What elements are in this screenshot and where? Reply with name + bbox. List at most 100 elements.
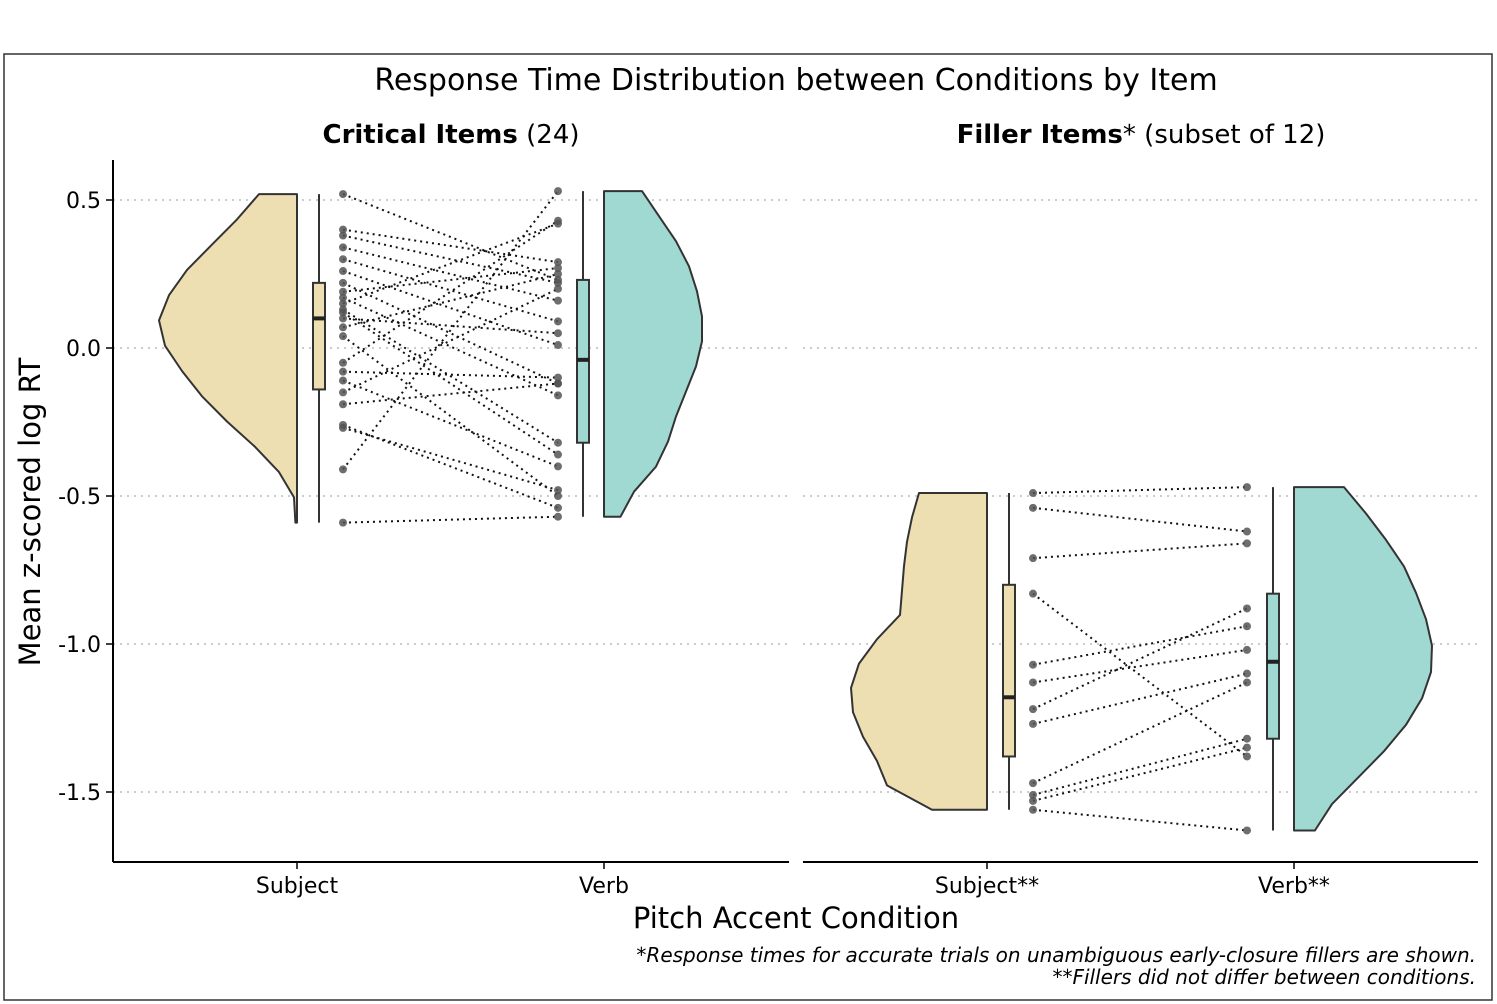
box bbox=[312, 281, 326, 391]
data-point bbox=[339, 293, 347, 302]
strip-filler-bold: Filler Items bbox=[957, 120, 1123, 150]
pair-line bbox=[1032, 506, 1248, 533]
data-point bbox=[1243, 752, 1251, 761]
data-point bbox=[1243, 743, 1251, 752]
data-point bbox=[339, 465, 347, 474]
data-point bbox=[339, 376, 347, 385]
x-ticks: Subject Verb Subject** Verb** bbox=[256, 862, 1330, 899]
data-point bbox=[339, 190, 347, 199]
data-point bbox=[554, 373, 562, 382]
data-point bbox=[554, 341, 562, 350]
data-point bbox=[1029, 554, 1037, 563]
pair-line bbox=[342, 426, 559, 492]
pair-line bbox=[342, 246, 559, 302]
data-point bbox=[554, 462, 562, 471]
pair-line bbox=[1032, 542, 1248, 560]
pair-line bbox=[1032, 808, 1248, 832]
pair-line bbox=[1032, 592, 1248, 758]
data-point bbox=[554, 379, 562, 388]
box bbox=[1266, 592, 1280, 740]
data-point bbox=[1029, 805, 1037, 814]
x-tick-label: Verb bbox=[579, 874, 629, 899]
axes bbox=[112, 160, 1478, 863]
pair-lines bbox=[342, 190, 1248, 832]
data-point bbox=[554, 486, 562, 495]
data-point bbox=[554, 503, 562, 512]
data-point bbox=[1029, 489, 1037, 498]
pair-line bbox=[1032, 746, 1248, 802]
data-point bbox=[554, 450, 562, 459]
data-point bbox=[339, 400, 347, 409]
pair-line bbox=[342, 193, 559, 281]
pair-line bbox=[342, 222, 559, 305]
data-point bbox=[339, 358, 347, 367]
data-point bbox=[554, 296, 562, 305]
data-point bbox=[1243, 622, 1251, 631]
x-tick-label: Verb** bbox=[1258, 874, 1330, 899]
data-point bbox=[1029, 790, 1037, 799]
pair-line bbox=[1032, 486, 1248, 495]
data-point bbox=[1243, 604, 1251, 613]
pair-line bbox=[1032, 672, 1248, 725]
data-point bbox=[1243, 645, 1251, 654]
strip-critical-rest: (24) bbox=[518, 120, 580, 150]
data-point bbox=[339, 267, 347, 276]
y-tick-label: 0.5 bbox=[66, 189, 101, 214]
pair-line bbox=[342, 228, 559, 264]
data-point bbox=[339, 287, 347, 296]
pair-line bbox=[342, 335, 559, 497]
y-tick-label: -1.0 bbox=[58, 633, 101, 658]
boxplots bbox=[312, 191, 1280, 831]
pair-line bbox=[342, 296, 559, 397]
chart-title: Response Time Distribution between Condi… bbox=[374, 63, 1217, 98]
data-point bbox=[1029, 796, 1037, 805]
data-point bbox=[554, 270, 562, 278]
pair-line bbox=[342, 234, 559, 284]
pair-line bbox=[342, 267, 559, 293]
y-tick-label: -1.5 bbox=[58, 781, 101, 806]
data-point bbox=[554, 317, 562, 326]
caption-line-1: *Response times for accurate trials on u… bbox=[636, 943, 1476, 967]
density-verb bbox=[603, 190, 703, 518]
data-point bbox=[1243, 678, 1251, 687]
data-point bbox=[554, 216, 562, 225]
figure-border bbox=[3, 53, 1493, 1001]
pair-line bbox=[342, 190, 559, 470]
data-point bbox=[1029, 503, 1037, 512]
data-point bbox=[1243, 483, 1251, 492]
data-point bbox=[554, 391, 562, 400]
data-point bbox=[1243, 826, 1251, 835]
strip-filler-rest: * (subset of 12) bbox=[1123, 120, 1326, 150]
density-subject bbox=[850, 492, 988, 811]
data-point bbox=[1029, 779, 1037, 788]
pair-line bbox=[342, 424, 559, 509]
pair-line bbox=[342, 273, 559, 329]
x-tick-label: Subject bbox=[256, 874, 339, 899]
density-clouds bbox=[158, 190, 1433, 832]
data-point bbox=[554, 258, 562, 267]
data-point bbox=[339, 255, 347, 264]
pair-line bbox=[1032, 607, 1248, 711]
y-axis-title: Mean z-scored log RT bbox=[13, 357, 47, 666]
data-point bbox=[339, 314, 347, 323]
data-point bbox=[554, 492, 562, 500]
x-axis-title: Pitch Accent Condition bbox=[633, 901, 959, 935]
data-point bbox=[1029, 678, 1037, 687]
pair-line bbox=[342, 382, 559, 406]
data-point bbox=[339, 225, 347, 234]
data-point bbox=[339, 367, 347, 376]
data-point bbox=[339, 243, 347, 252]
pair-line bbox=[342, 308, 559, 444]
data-point bbox=[1243, 734, 1251, 743]
data-point bbox=[339, 388, 347, 397]
x-tick-label: Subject** bbox=[935, 874, 1039, 899]
pair-line bbox=[1032, 737, 1248, 796]
data-point bbox=[339, 423, 347, 432]
data-point bbox=[554, 512, 562, 521]
data-point bbox=[1029, 660, 1037, 669]
pair-line bbox=[342, 270, 559, 346]
pair-line bbox=[342, 219, 559, 364]
data-point bbox=[339, 231, 347, 240]
